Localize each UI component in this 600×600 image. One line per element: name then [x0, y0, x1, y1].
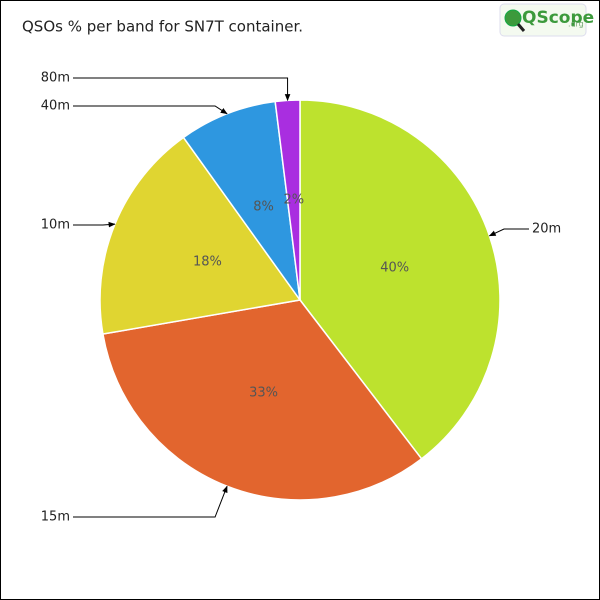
slice-label: 33% [249, 386, 278, 401]
slice-label: 18% [193, 255, 222, 270]
category-label: 80m [41, 71, 70, 86]
logo-icon-handle [516, 23, 526, 32]
slice-label: 8% [253, 199, 274, 214]
leader-line [73, 485, 228, 518]
logo-suffix: .org [568, 20, 584, 29]
category-label: 15m [41, 510, 70, 525]
leader-line [488, 228, 529, 237]
chart-title: QSOs % per band for SN7T container. [22, 18, 303, 36]
logo-text: QScope [522, 8, 594, 28]
category-label: 20m [532, 222, 561, 237]
logo: QScope .org [499, 3, 594, 37]
category-label: 40m [41, 99, 70, 114]
slice-label: 2% [283, 193, 304, 208]
slice-label: 40% [380, 260, 409, 275]
leader-line [73, 77, 291, 102]
leader-line [73, 221, 116, 228]
leader-line [73, 105, 228, 115]
category-label: 10m [41, 218, 70, 233]
logo-icon [504, 9, 522, 27]
